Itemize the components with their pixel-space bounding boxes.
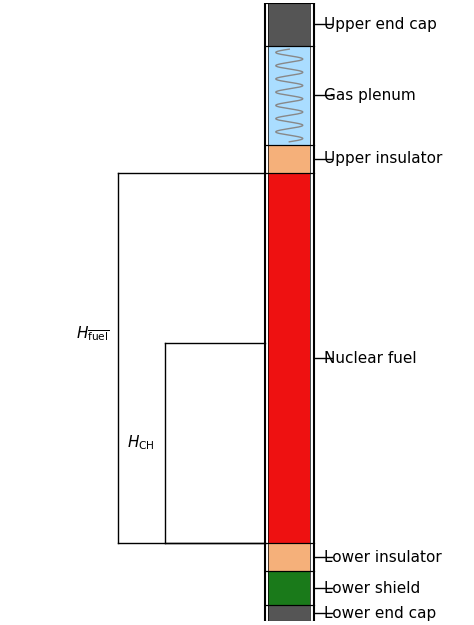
- Text: Lower insulator: Lower insulator: [324, 550, 442, 565]
- Text: Nuclear fuel: Nuclear fuel: [324, 351, 417, 366]
- Text: Lower end cap: Lower end cap: [324, 606, 436, 621]
- Bar: [268, 145, 310, 172]
- Bar: [268, 571, 310, 605]
- Text: $H_{\overline{\mathrm{fuel}}}$: $H_{\overline{\mathrm{fuel}}}$: [75, 324, 109, 342]
- Bar: [268, 544, 310, 571]
- Bar: [268, 605, 310, 621]
- Bar: [268, 46, 310, 145]
- Text: Upper insulator: Upper insulator: [324, 151, 442, 166]
- Bar: [268, 173, 310, 544]
- Text: Upper end cap: Upper end cap: [324, 17, 437, 32]
- Text: Lower shield: Lower shield: [324, 581, 420, 596]
- Text: $H_{\mathrm{CH}}$: $H_{\mathrm{CH}}$: [128, 434, 155, 452]
- Bar: [268, 2, 310, 46]
- Text: Gas plenum: Gas plenum: [324, 88, 416, 103]
